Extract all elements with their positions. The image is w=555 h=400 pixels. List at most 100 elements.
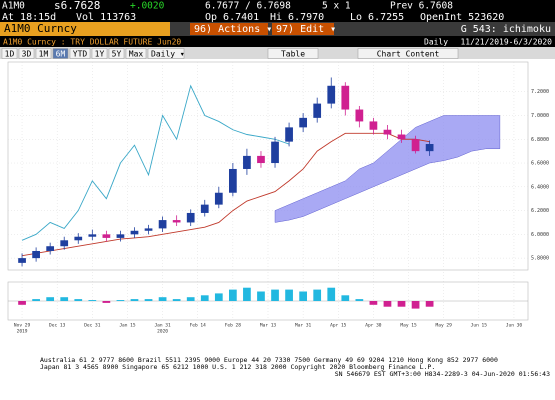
macd-bar [88,300,97,301]
range-label[interactable]: YTD [73,50,88,59]
ticker: A1M0 Curncy [4,22,77,35]
macd-bar [425,301,434,307]
macd-bar [397,301,406,307]
range-button[interactable] [18,48,35,59]
frequency-select[interactable] [147,48,185,59]
range-button[interactable] [91,48,108,59]
content[interactable]: Chart Content [377,50,440,59]
range-button[interactable] [35,48,52,59]
macd-bar [144,299,153,301]
range-button[interactable] [125,48,147,59]
y-tick-label: 6.6000 [531,161,549,167]
range-label[interactable]: Max [129,50,144,59]
x-tick-label: Nov 29 [14,323,31,329]
candle-body [116,234,125,238]
quote-field: +.0020 [130,1,165,12]
quote-field: Lo 6.7255 [350,12,404,23]
macd-bar [313,289,322,301]
range-label[interactable]: 5Y [112,50,122,59]
range-button[interactable] [108,48,125,59]
macd-bar [116,300,125,301]
candle-body [271,141,279,164]
ichimoku-cloud [274,115,501,223]
candle-body [285,127,293,142]
quote-field: Prev 6.7608 [390,1,453,12]
frequency[interactable]: Daily ▾ [151,50,185,59]
edit-button[interactable] [272,23,334,35]
macd-bar [60,297,69,301]
x-tick-label: Dec 31 [84,323,101,329]
macd-bar [341,295,350,301]
macd-bar [158,297,167,301]
macd-bar [257,291,265,301]
candle-body [200,204,209,213]
candle-body [172,220,181,223]
quote-field: 5 x 1 [322,1,351,12]
x-tick-label: Dec 13 [49,323,66,329]
candle-body [299,117,307,128]
quote-field: Op 6.7401 [205,12,259,23]
ticker-box [0,22,170,36]
y-tick-label: 7.2000 [531,89,549,95]
candle-body [158,220,167,229]
candle-body [425,144,434,152]
range-button[interactable] [69,48,91,59]
macd-bar [229,289,237,301]
range-button[interactable] [1,48,18,59]
quote-field: At 18:15d [2,12,56,23]
table[interactable]: Table [281,50,305,59]
macd-bar [243,287,251,301]
year-label: 2020 [157,329,168,335]
footer-line: SN 546679 EST GMT+3:00 H834-2289-3 04-Ju… [335,370,550,378]
footer-line: Australia 61 2 9777 8600 Brazil 5511 239… [40,356,498,364]
quote-field: A1M0 [2,1,25,12]
x-tick-label: Feb 28 [225,323,242,329]
candle-body [32,250,40,259]
macd-bar [411,301,420,309]
year-label: 2019 [17,329,28,335]
table-button[interactable] [267,48,319,59]
date-range: 11/21/2019-6/3/2020 [460,38,552,47]
actions-button[interactable] [190,23,268,35]
x-tick-label: Feb 14 [190,323,207,329]
macd-bar [186,297,195,301]
candle-body [383,129,392,135]
candle-body [102,234,111,238]
range-label[interactable]: 1Y [95,50,105,59]
indicator-line [21,132,430,257]
quote-field: 6.7677 / 6.7698 [205,1,291,12]
range-label[interactable]: 1D [5,50,15,59]
macd-bar [299,291,307,301]
footer-line: Japan 81 3 4565 8900 Singapore 65 6212 1… [40,363,435,371]
security-name: A1M0 Curncy : TRY DOLLAR FUTURE Jun20 [3,38,181,47]
candle-body [313,103,322,118]
quote-field: Hi 6.7970 [270,12,324,23]
macd-bar [74,299,83,301]
candle-body [341,85,350,110]
indicator-line [21,84,290,241]
y-tick-label: 6.8000 [531,137,549,143]
range-button[interactable] [52,48,69,59]
macd-bar [355,299,364,301]
candle-body [243,155,251,169]
range-label[interactable]: 3D [22,50,32,59]
range-label[interactable]: 1M [39,50,49,59]
y-tick-label: 7.0000 [531,113,549,119]
x-tick-label: Jan 31 [154,323,171,329]
y-tick-label: 6.0000 [531,232,549,238]
actions[interactable]: 96) Actions ▾ [194,24,272,35]
page-code: G 543: ichimoku [461,24,551,35]
x-tick-label: Apr 15 [330,323,347,329]
edit[interactable]: 97) Edit ▾ [276,24,336,35]
x-tick-label: May 15 [400,323,417,329]
candle-body [369,121,378,130]
candle-body [144,228,153,231]
candle-body [186,212,195,223]
x-tick-label: Apr 30 [365,323,382,329]
candle-body [229,168,237,193]
x-tick-label: Mar 31 [295,323,312,329]
range-label[interactable]: 6M [56,50,66,59]
content-button[interactable] [357,48,459,59]
